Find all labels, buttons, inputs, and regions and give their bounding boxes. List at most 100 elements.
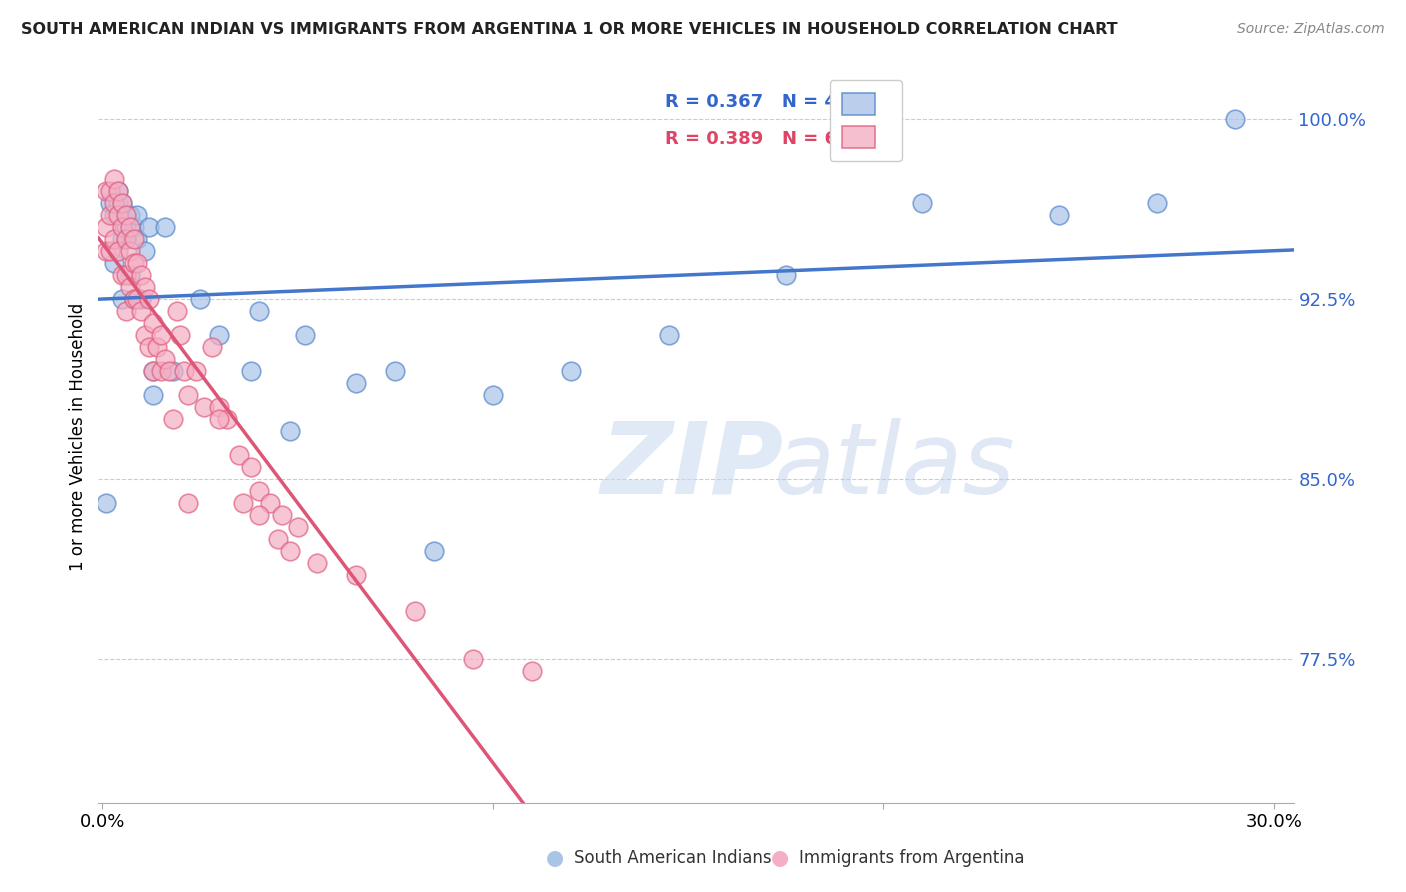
Point	[232, 496, 254, 510]
Point	[278, 544, 301, 558]
Point	[384, 364, 406, 378]
Point	[127, 208, 149, 222]
Point	[107, 244, 129, 259]
Point	[142, 364, 165, 378]
Point	[247, 483, 270, 498]
Point	[103, 196, 125, 211]
Point	[142, 316, 165, 330]
Point	[114, 268, 136, 283]
Legend: , : ,	[830, 80, 903, 161]
Point	[96, 496, 118, 510]
Point	[111, 268, 134, 283]
Point	[134, 280, 156, 294]
Point	[463, 652, 485, 666]
Point	[107, 208, 129, 222]
Point	[287, 520, 309, 534]
Point	[775, 268, 797, 283]
Point	[122, 256, 145, 270]
Point	[239, 364, 262, 378]
Point	[118, 244, 141, 259]
Point	[228, 448, 250, 462]
Point	[122, 220, 145, 235]
Point	[111, 292, 134, 306]
Point	[173, 364, 195, 378]
Point	[131, 304, 153, 318]
Point	[122, 292, 145, 306]
Point	[127, 232, 149, 246]
Point	[138, 340, 160, 354]
Point	[134, 244, 156, 259]
Point	[114, 208, 136, 222]
Point	[118, 208, 141, 222]
Point	[149, 364, 172, 378]
Point	[142, 388, 165, 402]
Text: R = 0.389   N = 67: R = 0.389 N = 67	[665, 129, 849, 148]
Point	[96, 220, 118, 235]
Point	[131, 292, 153, 306]
Point	[127, 292, 149, 306]
Point	[149, 328, 172, 343]
Point	[111, 232, 134, 246]
Point	[138, 292, 160, 306]
Point	[122, 232, 145, 246]
Point	[111, 220, 134, 235]
Point	[146, 340, 169, 354]
Point	[114, 220, 136, 235]
Point	[103, 172, 125, 186]
Point	[96, 244, 118, 259]
Point	[1223, 112, 1246, 127]
Point	[118, 220, 141, 235]
Point	[177, 496, 200, 510]
Point	[259, 496, 281, 510]
Point	[98, 244, 121, 259]
Point	[114, 304, 136, 318]
Point	[122, 292, 145, 306]
Point	[208, 400, 231, 414]
Point	[208, 412, 231, 426]
Point	[560, 364, 582, 378]
Point	[658, 328, 681, 343]
Text: ●: ●	[547, 848, 564, 868]
Point	[278, 424, 301, 438]
Point	[208, 328, 231, 343]
Point	[247, 508, 270, 522]
Point	[98, 196, 121, 211]
Text: SOUTH AMERICAN INDIAN VS IMMIGRANTS FROM ARGENTINA 1 OR MORE VEHICLES IN HOUSEHO: SOUTH AMERICAN INDIAN VS IMMIGRANTS FROM…	[21, 22, 1118, 37]
Point	[98, 208, 121, 222]
Y-axis label: 1 or more Vehicles in Household: 1 or more Vehicles in Household	[69, 303, 87, 571]
Point	[138, 220, 160, 235]
Text: South American Indians: South American Indians	[574, 849, 772, 867]
Point	[294, 328, 316, 343]
Point	[96, 184, 118, 198]
Point	[107, 184, 129, 198]
Point	[482, 388, 505, 402]
Point	[1047, 208, 1070, 222]
Point	[114, 232, 136, 246]
Point	[107, 196, 129, 211]
Text: atlas: atlas	[773, 417, 1015, 515]
Point	[239, 460, 262, 475]
Point	[103, 232, 125, 246]
Point	[271, 508, 294, 522]
Point	[344, 376, 367, 391]
Point	[107, 184, 129, 198]
Point	[118, 280, 141, 294]
Text: Immigrants from Argentina: Immigrants from Argentina	[799, 849, 1024, 867]
Point	[153, 220, 176, 235]
Text: ●: ●	[772, 848, 789, 868]
Point	[911, 196, 934, 211]
Point	[131, 268, 153, 283]
Point	[201, 340, 224, 354]
Point	[162, 412, 184, 426]
Point	[247, 304, 270, 318]
Point	[153, 352, 176, 367]
Point	[184, 364, 207, 378]
Point	[344, 568, 367, 582]
Point	[520, 664, 543, 678]
Point	[127, 256, 149, 270]
Point	[188, 292, 211, 306]
Point	[157, 364, 180, 378]
Point	[404, 604, 426, 618]
Point	[307, 556, 329, 570]
Point	[103, 256, 125, 270]
